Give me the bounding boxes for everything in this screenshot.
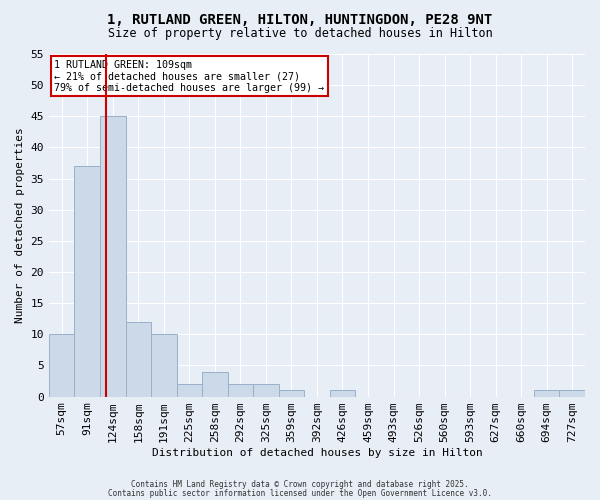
X-axis label: Distribution of detached houses by size in Hilton: Distribution of detached houses by size … [152, 448, 482, 458]
Bar [227, 384, 253, 396]
Bar [74, 166, 100, 396]
Bar [49, 334, 74, 396]
Y-axis label: Number of detached properties: Number of detached properties [15, 128, 25, 323]
Bar [330, 390, 355, 396]
Bar [176, 384, 202, 396]
Text: Size of property relative to detached houses in Hilton: Size of property relative to detached ho… [107, 28, 493, 40]
Text: Contains public sector information licensed under the Open Government Licence v3: Contains public sector information licen… [108, 489, 492, 498]
Bar [253, 384, 278, 396]
Text: 1 RUTLAND GREEN: 109sqm
← 21% of detached houses are smaller (27)
79% of semi-de: 1 RUTLAND GREEN: 109sqm ← 21% of detache… [55, 60, 325, 93]
Bar [534, 390, 559, 396]
Bar [559, 390, 585, 396]
Text: Contains HM Land Registry data © Crown copyright and database right 2025.: Contains HM Land Registry data © Crown c… [131, 480, 469, 489]
Bar [151, 334, 176, 396]
Text: 1, RUTLAND GREEN, HILTON, HUNTINGDON, PE28 9NT: 1, RUTLAND GREEN, HILTON, HUNTINGDON, PE… [107, 12, 493, 26]
Bar [125, 322, 151, 396]
Bar [278, 390, 304, 396]
Bar [100, 116, 125, 396]
Bar [202, 372, 227, 396]
